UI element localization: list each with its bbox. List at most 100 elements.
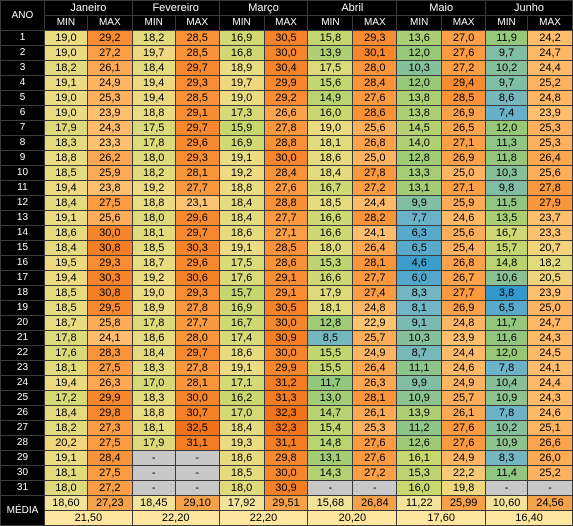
min-cell[interactable]: 18,4	[218, 420, 265, 436]
min-cell[interactable]: 18,5	[218, 465, 265, 481]
max-cell[interactable]: 29,3	[86, 255, 133, 271]
min-cell[interactable]: 18,2	[43, 60, 88, 76]
min-cell[interactable]: 11,7	[485, 315, 529, 331]
min-cell[interactable]: 18,0	[307, 240, 354, 256]
min-cell[interactable]: 11,6	[485, 330, 529, 346]
max-cell[interactable]: 24,7	[527, 45, 573, 61]
min-cell[interactable]: 7,7	[396, 210, 443, 226]
min-cell[interactable]: 16,2	[218, 390, 265, 406]
max-cell[interactable]: 31,1	[174, 435, 220, 451]
max-cell[interactable]: 31,3	[263, 390, 309, 406]
max-cell[interactable]: 28,5	[174, 90, 220, 106]
min-cell[interactable]: 17,5	[218, 255, 265, 271]
max-cell[interactable]: 31,1	[263, 435, 309, 451]
max-cell[interactable]: 27,7	[263, 210, 309, 226]
max-cell[interactable]: 30,9	[263, 330, 309, 346]
min-cell[interactable]: 16,7	[218, 315, 265, 331]
min-cell[interactable]: 9,7	[485, 75, 529, 91]
monthly-average-cell[interactable]: 22,20	[131, 510, 220, 526]
max-cell[interactable]: 30,5	[263, 300, 309, 316]
max-cell[interactable]: 25,0	[441, 165, 487, 181]
min-cell[interactable]: 17,5	[307, 60, 354, 76]
min-cell[interactable]: 13,9	[396, 405, 443, 421]
min-cell[interactable]: 4,6	[396, 255, 443, 271]
max-cell[interactable]: 30,9	[263, 480, 309, 496]
min-cell[interactable]: 16,1	[396, 450, 443, 466]
min-cell[interactable]: 18,4	[43, 405, 88, 421]
max-cell[interactable]: 29,5	[86, 300, 133, 316]
max-cell[interactable]: 23,7	[527, 210, 573, 226]
max-cell[interactable]: 28,1	[352, 255, 398, 271]
max-cell[interactable]: 23,9	[441, 330, 487, 346]
max-cell[interactable]: 28,6	[352, 105, 398, 121]
min-cell[interactable]: 19,2	[131, 180, 176, 196]
min-cell[interactable]: 6,5	[396, 240, 443, 256]
min-cell[interactable]: 17,0	[131, 375, 176, 391]
min-cell[interactable]: 12,8	[307, 315, 354, 331]
min-cell[interactable]: 6,3	[396, 225, 443, 241]
max-cell[interactable]: 27,5	[86, 465, 133, 481]
media-min-cell[interactable]: 17,92	[218, 495, 265, 511]
min-cell[interactable]: 14,5	[396, 120, 443, 136]
min-cell[interactable]: 16,9	[218, 30, 265, 46]
min-cell[interactable]: 19,5	[43, 255, 88, 271]
min-cell[interactable]: 15,4	[307, 420, 354, 436]
max-cell[interactable]: 25,3	[527, 135, 573, 151]
max-cell[interactable]: 27,1	[263, 225, 309, 241]
max-cell[interactable]: 24,3	[86, 120, 133, 136]
min-cell[interactable]: 18,5	[43, 165, 88, 181]
max-cell[interactable]: 28,5	[174, 45, 220, 61]
max-cell[interactable]: 26,4	[352, 240, 398, 256]
media-min-cell[interactable]: 15,68	[307, 495, 354, 511]
max-cell[interactable]: 30,7	[174, 405, 220, 421]
max-cell[interactable]: -	[174, 465, 220, 481]
min-cell[interactable]: 18,2	[43, 420, 88, 436]
min-cell[interactable]: 14,8	[485, 255, 529, 271]
max-cell[interactable]: 30,0	[174, 390, 220, 406]
max-cell[interactable]: 25,3	[352, 420, 398, 436]
max-cell[interactable]: 29,1	[174, 105, 220, 121]
min-cell[interactable]: 11,1	[396, 360, 443, 376]
min-cell[interactable]: 18,5	[43, 285, 88, 301]
min-cell[interactable]: 19,1	[43, 450, 88, 466]
max-cell[interactable]: 27,6	[352, 90, 398, 106]
min-cell[interactable]: 18,4	[43, 240, 88, 256]
min-cell[interactable]: 17,0	[218, 405, 265, 421]
max-cell[interactable]: 24,4	[527, 375, 573, 391]
max-cell[interactable]: 24,9	[86, 75, 133, 91]
max-cell[interactable]: 27,2	[441, 60, 487, 76]
min-cell[interactable]: 14,3	[307, 465, 354, 481]
max-cell[interactable]: 25,6	[352, 120, 398, 136]
max-cell[interactable]: 28,0	[352, 60, 398, 76]
max-cell[interactable]: 29,2	[86, 30, 133, 46]
max-cell[interactable]: -	[174, 480, 220, 496]
max-cell[interactable]: 27,0	[441, 30, 487, 46]
max-cell[interactable]: 24,9	[441, 375, 487, 391]
max-cell[interactable]: 23,3	[86, 135, 133, 151]
min-cell[interactable]: 18,8	[218, 180, 265, 196]
min-cell[interactable]: 16,7	[485, 225, 529, 241]
min-cell[interactable]: 19,1	[43, 75, 88, 91]
max-cell[interactable]: 26,7	[441, 270, 487, 286]
max-cell[interactable]: 26,3	[86, 375, 133, 391]
max-cell[interactable]: 24,1	[527, 360, 573, 376]
max-cell[interactable]: 30,0	[263, 45, 309, 61]
min-cell[interactable]: 17,5	[131, 120, 176, 136]
max-cell[interactable]: 30,3	[86, 270, 133, 286]
max-cell[interactable]: 24,8	[441, 315, 487, 331]
min-cell[interactable]: 16,9	[218, 300, 265, 316]
max-cell[interactable]: -	[352, 480, 398, 496]
max-cell[interactable]: 25,7	[441, 390, 487, 406]
max-cell[interactable]: 29,9	[263, 360, 309, 376]
min-cell[interactable]: 18,8	[131, 105, 176, 121]
max-cell[interactable]: 26,0	[527, 450, 573, 466]
max-cell[interactable]: 28,4	[263, 165, 309, 181]
min-cell[interactable]: 8,7	[396, 345, 443, 361]
max-cell[interactable]: 29,4	[441, 75, 487, 91]
max-cell[interactable]: 28,5	[174, 30, 220, 46]
max-cell[interactable]: 27,6	[352, 435, 398, 451]
min-cell[interactable]: 18,6	[43, 225, 88, 241]
max-cell[interactable]: 28,8	[263, 135, 309, 151]
min-cell[interactable]: 8,3	[485, 450, 529, 466]
min-cell[interactable]: 18,4	[218, 210, 265, 226]
